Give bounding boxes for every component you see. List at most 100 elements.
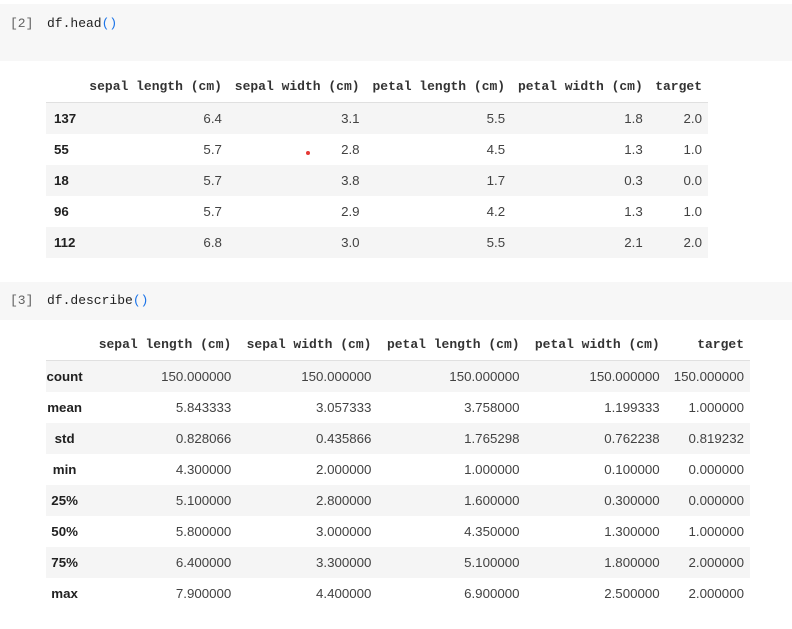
table-cell: 4.400000 <box>315 586 372 601</box>
row-index: 50% <box>51 524 78 539</box>
code-input[interactable]: df.describe() <box>47 293 148 308</box>
table-cell: 3.8 <box>341 173 360 188</box>
table-row: min 4.300000 2.000000 1.000000 0.100000 … <box>46 454 750 485</box>
table-cell: 1.300000 <box>604 524 660 539</box>
column-header: petal width (cm) <box>511 70 649 103</box>
table-cell: 150.000000 <box>589 369 660 384</box>
table-cell: 2.800000 <box>315 493 372 508</box>
row-index: 75% <box>51 555 78 570</box>
table-cell: 150.000000 <box>449 369 520 384</box>
row-index: count <box>46 369 83 384</box>
table-cell: 5.843333 <box>175 400 232 415</box>
table-row: std 0.828066 0.435866 1.765298 0.762238 … <box>46 423 750 454</box>
table-row: 25% 5.100000 2.800000 1.600000 0.300000 … <box>46 485 750 516</box>
table-cell: 2.0 <box>683 111 703 126</box>
table-row: 96 5.7 2.9 4.2 1.3 1.0 <box>46 196 708 227</box>
table-cell: 1.3 <box>624 204 643 219</box>
table-cell: 5.7 <box>203 173 222 188</box>
row-index: 137 <box>54 111 77 126</box>
table-cell: 0.819232 <box>688 431 744 446</box>
table-cell: 3.300000 <box>315 555 372 570</box>
execution-count: [3] <box>10 293 34 308</box>
table-row: count 150.000000 150.000000 150.000000 1… <box>46 360 750 392</box>
table-cell: 5.100000 <box>464 555 520 570</box>
table-cell: 0.000000 <box>688 493 744 508</box>
table-cell: 3.000000 <box>315 524 372 539</box>
describe-output-table: sepal length (cm) sepal width (cm) petal… <box>46 328 750 609</box>
code-input[interactable]: df.head() <box>47 16 117 31</box>
code-cell-describe[interactable]: [3] df.describe() <box>0 282 792 320</box>
table-cell: 150.000000 <box>161 369 232 384</box>
table-cell: 1.0 <box>683 142 703 157</box>
index-header <box>46 328 90 361</box>
table-cell: 5.7 <box>203 142 222 157</box>
row-index: max <box>51 586 78 601</box>
table-cell: 0.300000 <box>604 493 660 508</box>
column-header: petal length (cm) <box>365 70 512 103</box>
table-row: mean 5.843333 3.057333 3.758000 1.199333… <box>46 392 750 423</box>
row-index: mean <box>47 400 82 415</box>
table-cell: 6.900000 <box>464 586 520 601</box>
table-cell: 4.5 <box>486 142 506 157</box>
table-cell: 0.000000 <box>688 462 744 477</box>
row-index: 55 <box>54 142 69 157</box>
table-cell: 1.199333 <box>604 400 660 415</box>
table-cell: 1.7 <box>486 173 506 188</box>
code-cell-head[interactable]: [2] df.head() <box>0 4 792 61</box>
column-header: sepal width (cm) <box>227 70 366 103</box>
column-header: sepal length (cm) <box>89 328 238 361</box>
table-cell: 7.900000 <box>175 586 232 601</box>
table-cell: 0.0 <box>683 173 703 188</box>
table-header-row: sepal length (cm) sepal width (cm) petal… <box>46 70 708 103</box>
table-cell: 0.3 <box>624 173 643 188</box>
table-row: 75% 6.400000 3.300000 5.100000 1.800000 … <box>46 547 750 578</box>
table-row: 55 5.7 2.8 4.5 1.3 1.0 <box>46 134 708 165</box>
table-cell: 3.0 <box>341 235 360 250</box>
table-cell: 1.0 <box>683 204 703 219</box>
table-cell: 5.800000 <box>175 524 232 539</box>
column-header: target <box>648 70 708 103</box>
table-cell: 6.8 <box>203 235 222 250</box>
table-row: 112 6.8 3.0 5.5 2.1 2.0 <box>46 227 708 258</box>
table-cell: 3.758000 <box>464 400 520 415</box>
table-cell: 4.350000 <box>464 524 520 539</box>
table-header-row: sepal length (cm) sepal width (cm) petal… <box>46 328 750 361</box>
table-cell: 6.4 <box>203 111 222 126</box>
table-cell: 6.400000 <box>175 555 232 570</box>
table-cell: 1.8 <box>624 111 643 126</box>
table-cell: 5.100000 <box>175 493 232 508</box>
table-cell: 5.5 <box>486 111 506 126</box>
table-cell: 2.500000 <box>604 586 660 601</box>
table-row: 137 6.4 3.1 5.5 1.8 2.0 <box>46 102 708 134</box>
table-cell: 3.1 <box>341 111 360 126</box>
table-cell: 4.300000 <box>175 462 232 477</box>
table-cell: 4.2 <box>486 204 506 219</box>
table-row: max 7.900000 4.400000 6.900000 2.500000 … <box>46 578 750 609</box>
table-cell: 5.7 <box>203 204 222 219</box>
table-cell: 2.9 <box>341 204 360 219</box>
column-header: petal width (cm) <box>525 328 666 361</box>
table-cell: 0.828066 <box>175 431 232 446</box>
table-cell: 2.000000 <box>688 555 744 570</box>
row-index: 96 <box>54 204 69 219</box>
table-cell: 0.100000 <box>604 462 660 477</box>
table-row: 18 5.7 3.8 1.7 0.3 0.0 <box>46 165 708 196</box>
table-cell: 1.000000 <box>464 462 520 477</box>
table-cell: 2.000000 <box>315 462 372 477</box>
code-text: df.describe <box>47 293 133 308</box>
table-cell: 1.000000 <box>688 400 744 415</box>
table-cell: 2.8 <box>341 142 360 157</box>
column-header: petal length (cm) <box>377 328 526 361</box>
table-cell: 150.000000 <box>673 369 744 384</box>
red-dot-marker <box>306 151 310 155</box>
row-index: 18 <box>54 173 69 188</box>
row-index: 112 <box>54 235 76 250</box>
code-text: df.head <box>47 16 102 31</box>
row-index: 25% <box>51 493 78 508</box>
table-cell: 1.000000 <box>688 524 744 539</box>
column-header: target <box>665 328 750 361</box>
row-index: std <box>54 431 75 446</box>
column-header: sepal width (cm) <box>237 328 378 361</box>
row-index: min <box>52 462 77 477</box>
table-cell: 1.765298 <box>464 431 520 446</box>
